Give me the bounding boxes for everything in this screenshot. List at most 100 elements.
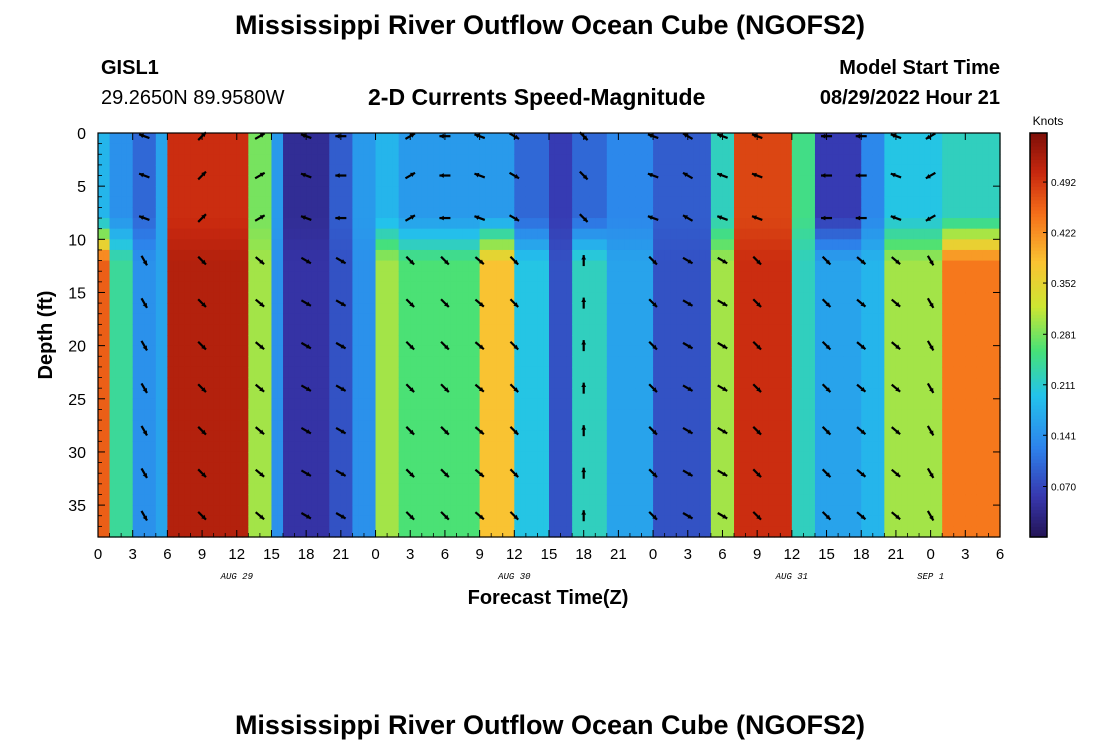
heatmap-cell (271, 271, 278, 283)
heatmap-cell (300, 175, 307, 187)
heatmap-cell (843, 303, 851, 315)
heatmap-cell (311, 313, 319, 325)
heatmap-cell (358, 483, 365, 496)
heatmap-cell (294, 462, 301, 474)
heatmap-cell (254, 239, 261, 251)
heatmap-cell (387, 441, 394, 453)
heatmap-cell (236, 154, 244, 166)
heatmap-cell (705, 398, 712, 411)
heatmap-cell (762, 313, 770, 325)
heatmap-cell (473, 154, 481, 166)
heatmap-cell (774, 335, 781, 347)
heatmap-cell (121, 196, 128, 209)
heatmap-cell (225, 324, 232, 336)
heatmap-cell (439, 473, 446, 485)
heatmap-cell (814, 196, 822, 209)
heatmap-cell (647, 313, 654, 325)
heatmap-cell (335, 335, 342, 347)
heatmap-cell (421, 143, 429, 155)
heatmap-cell (109, 462, 116, 474)
heatmap-cell (306, 271, 313, 283)
heatmap-cell (300, 398, 307, 411)
heatmap-cell (340, 366, 348, 379)
heatmap-cell (658, 494, 666, 506)
heatmap-cell (294, 186, 301, 198)
heatmap-cell (161, 260, 168, 272)
heatmap-cell (317, 345, 325, 357)
heatmap-cell (491, 239, 498, 251)
heatmap-cell (363, 526, 371, 538)
heatmap-cell (236, 356, 244, 368)
heatmap-cell (502, 483, 510, 496)
heatmap-cell (155, 260, 163, 272)
heatmap-cell (843, 430, 851, 442)
heatmap-cell (514, 451, 521, 464)
heatmap-cell (843, 483, 851, 496)
heatmap-cell (658, 483, 666, 496)
heatmap-cell (791, 249, 799, 262)
heatmap-cell (288, 345, 296, 357)
heatmap-cell (710, 505, 718, 517)
heatmap-cell (722, 441, 729, 453)
heatmap-cell (803, 164, 810, 177)
heatmap-cell (456, 505, 463, 517)
heatmap-cell (612, 207, 619, 219)
heatmap-cell (838, 239, 845, 251)
heatmap-cell (173, 281, 180, 294)
heatmap-cell (814, 154, 822, 166)
heatmap-cell (271, 473, 278, 485)
heatmap-cell (109, 196, 116, 209)
heatmap-cell (265, 143, 273, 155)
heatmap-cell (520, 451, 527, 464)
heatmap-cell (699, 441, 706, 453)
heatmap-cell (699, 505, 706, 517)
heatmap-cell (774, 207, 781, 219)
heatmap-cell (809, 526, 816, 538)
heatmap-cell (462, 313, 469, 325)
heatmap-cell (230, 473, 238, 485)
heatmap-cell (583, 186, 591, 198)
heatmap-cell (346, 345, 354, 357)
heatmap-cell (207, 356, 215, 368)
heatmap-cell (358, 345, 365, 357)
heatmap-cell (762, 154, 770, 166)
heatmap-cell (248, 239, 255, 251)
heatmap-cell (502, 451, 510, 464)
heatmap-cell (416, 292, 423, 304)
heatmap-cell (346, 303, 354, 315)
heatmap-cell (543, 505, 550, 517)
heatmap-cell (132, 218, 140, 230)
heatmap-cell (427, 292, 434, 304)
heatmap-cell (554, 324, 562, 336)
heatmap-cell (508, 324, 515, 336)
heatmap-cell (288, 292, 296, 304)
heatmap-cell (531, 366, 539, 379)
heatmap-cell (566, 239, 573, 251)
heatmap-cell (167, 462, 174, 474)
heatmap-cell (543, 249, 550, 262)
heatmap-cell (300, 494, 307, 506)
heatmap-cell (716, 207, 724, 219)
heatmap-cell (728, 420, 735, 432)
heatmap-cell (427, 335, 434, 347)
heatmap-cell (485, 420, 492, 432)
heatmap-cell (653, 366, 660, 379)
heatmap-cell (491, 281, 498, 294)
heatmap-cell (265, 462, 273, 474)
heatmap-cell (184, 388, 192, 400)
heatmap-cell (537, 324, 544, 336)
heatmap-cell (421, 494, 429, 506)
heatmap-cell (381, 164, 388, 177)
heatmap-cell (271, 207, 278, 219)
heatmap-cell (739, 462, 747, 474)
heatmap-cell (797, 377, 805, 389)
heatmap-cell (421, 366, 429, 379)
heatmap-cell (612, 313, 619, 325)
heatmap-cell (369, 207, 377, 219)
heatmap-cell (722, 303, 729, 315)
heatmap-cell (340, 281, 348, 294)
heatmap-cell (699, 239, 706, 251)
heatmap-cell (687, 356, 695, 368)
heatmap-cell (826, 430, 833, 442)
heatmap-cell (265, 335, 273, 347)
